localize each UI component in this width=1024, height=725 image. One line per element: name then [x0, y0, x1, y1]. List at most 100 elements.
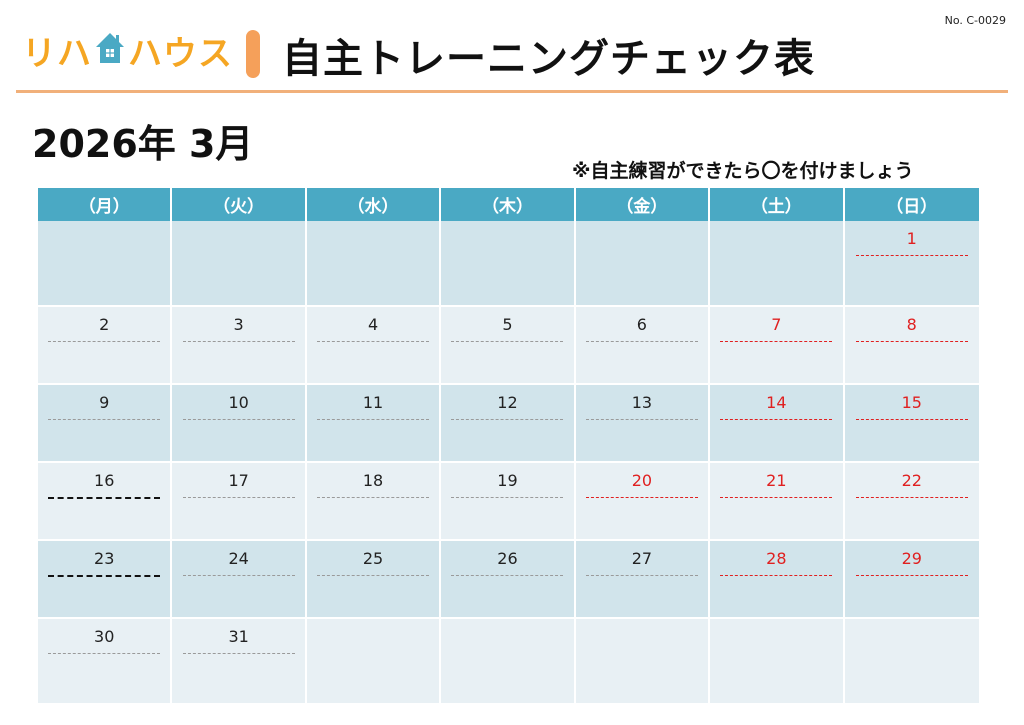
page-title: 自主トレーニングチェック表 [282, 36, 815, 82]
weekday-header: （月） [38, 188, 173, 221]
check-line [720, 341, 833, 342]
calendar-day-cell[interactable]: 23 [38, 541, 173, 619]
calendar-day-cell[interactable]: 6 [575, 307, 711, 385]
calendar-day-cell[interactable] [441, 221, 576, 307]
check-line [451, 419, 564, 420]
check-line [48, 419, 161, 420]
day-number: 17 [228, 471, 249, 490]
calendar-day-cell[interactable] [575, 619, 711, 705]
day-number: 18 [362, 471, 384, 490]
check-line [855, 575, 968, 576]
calendar-day-cell[interactable]: 17 [172, 463, 307, 541]
calendar-day-cell[interactable]: 30 [38, 619, 173, 705]
check-line [585, 341, 698, 342]
calendar-day-cell[interactable]: 27 [575, 541, 711, 619]
day-number: 22 [901, 471, 922, 490]
calendar-day-cell[interactable]: 14 [710, 385, 845, 463]
calendar-day-cell[interactable] [172, 221, 307, 307]
calendar-day-cell[interactable]: 29 [844, 541, 979, 619]
calendar-day-cell[interactable]: 24 [172, 541, 307, 619]
day-number: 10 [228, 393, 249, 412]
calendar-day-cell[interactable] [306, 619, 442, 705]
day-number: 13 [631, 393, 653, 412]
calendar-week-row: 9 10 11 12 13 14 15 [38, 385, 979, 463]
check-line [317, 497, 430, 498]
check-line [451, 341, 564, 342]
check-line [585, 497, 698, 498]
calendar-day-cell[interactable]: 5 [441, 307, 576, 385]
calendar-day-cell[interactable]: 7 [710, 307, 845, 385]
calendar-week-row: 30 31 [38, 619, 979, 705]
calendar-day-cell[interactable] [710, 619, 845, 705]
check-line [855, 341, 968, 342]
calendar-day-cell[interactable]: 1 [844, 221, 979, 307]
weekday-header: （火） [172, 188, 307, 221]
calendar-day-cell[interactable]: 8 [844, 307, 979, 385]
calendar-day-cell[interactable]: 10 [172, 385, 307, 463]
calendar-day-cell[interactable]: 21 [710, 463, 845, 541]
header-divider [16, 90, 1008, 93]
day-number: 9 [99, 393, 110, 412]
check-line [182, 653, 295, 654]
check-line [585, 419, 698, 420]
month-label: 2026年 3月 [32, 122, 254, 166]
calendar-day-cell[interactable]: 26 [441, 541, 576, 619]
weekday-header: （木） [441, 188, 576, 221]
calendar-day-cell[interactable] [441, 619, 576, 705]
logo-text-right: ハウス [128, 33, 233, 74]
day-number: 7 [771, 315, 782, 334]
house-icon [96, 33, 124, 63]
check-line [317, 419, 430, 420]
calendar-day-cell[interactable]: 31 [172, 619, 307, 705]
calendar-day-cell[interactable]: 4 [306, 307, 442, 385]
calendar-day-cell[interactable] [710, 221, 845, 307]
day-number: 29 [901, 549, 922, 568]
check-line [720, 497, 833, 498]
check-line [585, 575, 698, 576]
check-line [720, 419, 833, 420]
logo-text-left: リハ [22, 33, 92, 74]
check-line [317, 341, 430, 342]
weekday-header: （金） [575, 188, 711, 221]
calendar-day-cell[interactable]: 15 [844, 385, 979, 463]
calendar-day-cell[interactable]: 12 [441, 385, 576, 463]
weekday-header: （水） [306, 188, 442, 221]
document-number: No. C-0029 [944, 14, 1006, 27]
calendar-day-cell[interactable]: 9 [38, 385, 173, 463]
day-number: 6 [636, 315, 647, 334]
calendar-day-cell[interactable]: 25 [306, 541, 442, 619]
check-line [317, 575, 430, 576]
calendar-day-cell[interactable]: 13 [575, 385, 711, 463]
calendar-week-row: 2 3 4 5 6 7 8 [38, 307, 979, 385]
day-number: 19 [497, 471, 518, 490]
check-line [182, 341, 295, 342]
calendar-day-cell[interactable] [38, 221, 173, 307]
calendar-day-cell[interactable]: 22 [844, 463, 979, 541]
calendar-week-row: 1 [38, 221, 979, 307]
check-line [720, 575, 833, 576]
day-number: 30 [94, 627, 115, 646]
calendar-day-cell[interactable] [575, 221, 711, 307]
calendar-day-cell[interactable]: 19 [441, 463, 576, 541]
check-line [48, 653, 161, 654]
calendar-day-cell[interactable] [306, 221, 442, 307]
calendar-day-cell[interactable] [844, 619, 979, 705]
day-number: 20 [631, 471, 653, 490]
calendar-day-cell[interactable]: 2 [38, 307, 173, 385]
day-number: 3 [233, 315, 244, 334]
calendar-day-cell[interactable]: 3 [172, 307, 307, 385]
instruction-note: ※自主練習ができたら〇を付けましょう [572, 160, 914, 182]
calendar-day-cell[interactable]: 18 [306, 463, 442, 541]
day-number: 11 [362, 393, 384, 412]
weekday-header-row: （月） （火） （水） （木） （金） （土） （日） [38, 188, 979, 221]
check-line [451, 575, 564, 576]
calendar-day-cell[interactable]: 16 [38, 463, 173, 541]
day-number: 5 [502, 315, 513, 334]
day-number: 14 [766, 393, 787, 412]
day-number: 4 [367, 315, 379, 334]
calendar-day-cell[interactable]: 28 [710, 541, 845, 619]
weekday-header: （土） [710, 188, 845, 221]
calendar-day-cell[interactable]: 11 [306, 385, 442, 463]
calendar-day-cell[interactable]: 20 [575, 463, 711, 541]
check-line [855, 255, 968, 256]
